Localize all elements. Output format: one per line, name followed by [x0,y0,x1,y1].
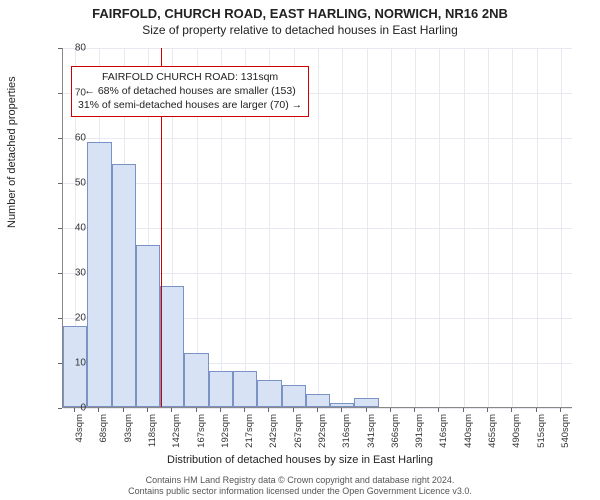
x-tick-label: 192sqm [220,414,231,454]
x-tick-mark [414,408,415,412]
gridline-v [342,48,343,407]
x-tick-label: 68sqm [98,414,109,454]
plot-area: FAIRFOLD CHURCH ROAD: 131sqm ← 68% of de… [62,48,572,408]
x-tick-mark [536,408,537,412]
histogram-bar [136,245,160,407]
histogram-bar [233,371,257,407]
histogram-bar [306,394,330,408]
annotation-line: FAIRFOLD CHURCH ROAD: 131sqm [78,70,302,84]
x-tick-mark [511,408,512,412]
y-tick-label: 40 [46,223,86,234]
gridline-v [439,48,440,407]
x-tick-mark [366,408,367,412]
x-tick-mark [98,408,99,412]
y-tick-mark [58,93,62,94]
x-tick-mark [171,408,172,412]
y-tick-mark [58,363,62,364]
y-tick-mark [58,318,62,319]
x-tick-label: 540sqm [560,414,571,454]
y-tick-mark [58,183,62,184]
x-tick-mark [560,408,561,412]
histogram-bar [257,380,281,407]
x-tick-label: 490sqm [511,414,522,454]
footer-copyright: Contains HM Land Registry data © Crown c… [0,475,600,487]
gridline-v [415,48,416,407]
x-tick-label: 93sqm [123,414,134,454]
x-tick-mark [341,408,342,412]
chart-subtitle: Size of property relative to detached ho… [0,21,600,37]
y-tick-mark [58,273,62,274]
x-tick-label: 217sqm [244,414,255,454]
y-tick-mark [58,138,62,139]
chart-footer: Contains HM Land Registry data © Crown c… [0,475,600,498]
y-tick-label: 0 [46,403,86,414]
y-tick-mark [58,408,62,409]
x-axis-label: Distribution of detached houses by size … [0,454,600,466]
gridline-v [488,48,489,407]
reference-annotation: FAIRFOLD CHURCH ROAD: 131sqm ← 68% of de… [71,66,309,117]
x-tick-label: 391sqm [414,414,425,454]
x-tick-label: 515sqm [536,414,547,454]
histogram-bar [282,385,306,408]
x-tick-label: 167sqm [196,414,207,454]
histogram-bar [87,142,111,408]
x-tick-label: 267sqm [293,414,304,454]
y-axis-label: Number of detached properties [6,76,18,228]
gridline-v [367,48,368,407]
gridline-v [537,48,538,407]
y-tick-label: 60 [46,133,86,144]
x-tick-label: 416sqm [438,414,449,454]
x-tick-label: 465sqm [487,414,498,454]
y-tick-label: 10 [46,358,86,369]
histogram-bar [209,371,233,407]
y-tick-label: 50 [46,178,86,189]
y-tick-label: 70 [46,88,86,99]
y-tick-label: 80 [46,43,86,54]
x-tick-mark [196,408,197,412]
x-tick-label: 142sqm [171,414,182,454]
x-tick-label: 341sqm [366,414,377,454]
gridline-v [464,48,465,407]
x-tick-label: 440sqm [463,414,474,454]
x-tick-label: 118sqm [147,414,158,454]
x-tick-mark [317,408,318,412]
y-tick-mark [58,228,62,229]
x-tick-mark [220,408,221,412]
chart-title: FAIRFOLD, CHURCH ROAD, EAST HARLING, NOR… [0,0,600,21]
chart-container: FAIRFOLD, CHURCH ROAD, EAST HARLING, NOR… [0,0,600,500]
gridline-v [561,48,562,407]
gridline-v [391,48,392,407]
x-tick-mark [293,408,294,412]
annotation-line: 31% of semi-detached houses are larger (… [78,98,302,112]
x-tick-mark [390,408,391,412]
x-tick-mark [268,408,269,412]
annotation-line: ← 68% of detached houses are smaller (15… [78,84,302,98]
x-tick-label: 242sqm [268,414,279,454]
x-tick-mark [123,408,124,412]
histogram-bar [160,286,184,408]
x-tick-mark [438,408,439,412]
footer-license: Contains public sector information licen… [0,486,600,498]
histogram-bar [330,403,354,408]
histogram-bar [112,164,136,407]
x-tick-label: 292sqm [317,414,328,454]
x-tick-label: 43sqm [74,414,85,454]
gridline-v [512,48,513,407]
histogram-bar [184,353,208,407]
gridline-v [318,48,319,407]
y-tick-label: 20 [46,313,86,324]
x-tick-mark [74,408,75,412]
x-tick-mark [463,408,464,412]
x-tick-label: 316sqm [341,414,352,454]
y-tick-label: 30 [46,268,86,279]
histogram-bar [354,398,378,407]
x-tick-label: 366sqm [390,414,401,454]
y-tick-mark [58,48,62,49]
x-tick-mark [487,408,488,412]
x-tick-mark [244,408,245,412]
x-tick-mark [147,408,148,412]
